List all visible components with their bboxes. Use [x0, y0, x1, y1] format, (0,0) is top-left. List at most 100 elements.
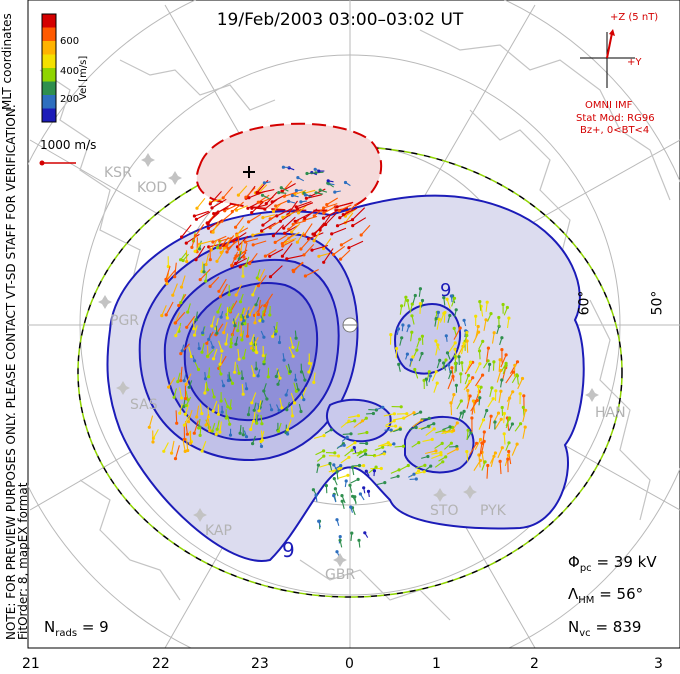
velocity-vector	[228, 428, 233, 437]
velocity-vector	[186, 409, 193, 424]
velocity-vector	[485, 346, 490, 362]
velocity-vector	[431, 370, 438, 382]
velocity-vector	[185, 421, 189, 436]
velocity-vector	[164, 301, 174, 317]
velocity-vector	[460, 341, 466, 355]
velocity-vector	[208, 276, 220, 288]
velocity-vector	[489, 451, 497, 464]
velocity-vector	[295, 231, 305, 244]
velocity-vector	[182, 439, 187, 453]
velocity-vector	[500, 405, 504, 416]
velocity-vector	[447, 363, 451, 371]
velocity-vector	[216, 303, 222, 314]
station-label: PYK	[480, 503, 506, 519]
velocity-vector	[260, 222, 276, 233]
velocity-vector	[483, 318, 488, 331]
velocity-vector	[290, 405, 295, 418]
velocity-vector	[409, 358, 413, 367]
velocity-vector	[508, 422, 514, 431]
velocity-vector	[431, 451, 443, 455]
velocity-vector	[281, 165, 290, 169]
velocity-vector	[260, 414, 264, 426]
velocity-vector	[393, 427, 402, 433]
velocity-vector	[269, 403, 274, 412]
velocity-vector	[273, 234, 288, 244]
velocity-vector	[451, 296, 457, 307]
velocity-vector	[416, 337, 422, 348]
velocity-vector	[498, 459, 502, 475]
velocity-vector	[207, 367, 211, 379]
velocity-vector	[489, 386, 494, 398]
velocity-vector	[268, 248, 284, 258]
velocity-vector	[488, 362, 492, 372]
velocity-vector	[199, 403, 204, 416]
velocity-vector	[238, 425, 242, 435]
velocity-vector	[464, 373, 471, 385]
velocity-vector	[254, 296, 260, 307]
colorbar-segment	[42, 95, 56, 109]
velocity-vector	[328, 454, 341, 458]
velocity-vector	[208, 245, 212, 262]
velocity-vector	[418, 287, 422, 297]
velocity-vector	[491, 331, 496, 344]
mlt-tick-label: 23	[251, 656, 269, 672]
velocity-vector	[253, 311, 257, 325]
colorbar-segment	[42, 54, 56, 69]
radar-site-marker	[141, 153, 155, 167]
station-label: GBR	[325, 567, 356, 583]
lambda-hm-stat: ΛHM = 56°	[568, 585, 644, 606]
mlt-tick-label: 2	[530, 656, 539, 672]
velocity-vector	[307, 362, 313, 374]
velocity-vector	[205, 381, 210, 392]
velocity-vector	[301, 392, 306, 402]
velocity-vector	[454, 308, 458, 318]
velocity-vector	[349, 505, 354, 513]
velocity-vector	[205, 348, 215, 358]
latitude-label-50: 50°	[649, 290, 666, 316]
velocity-vector	[302, 223, 313, 237]
velocity-vector	[494, 417, 503, 430]
velocity-vector	[151, 430, 155, 444]
velocity-vector	[182, 374, 187, 383]
velocity-vector	[450, 366, 455, 382]
velocity-vector	[498, 389, 503, 403]
velocity-vector	[501, 302, 505, 314]
velocity-vector	[211, 400, 218, 413]
velocity-vector	[335, 219, 352, 228]
velocity-vector	[228, 399, 232, 410]
velocity-vector	[312, 372, 316, 384]
velocity-vector	[350, 531, 354, 541]
velocity-vector	[287, 199, 296, 204]
velocity-vector	[289, 336, 295, 349]
velocity-vector	[322, 248, 334, 264]
velocity-vector	[216, 239, 222, 250]
velocity-vector	[205, 331, 214, 345]
mlt-tick-label: 1	[432, 656, 441, 672]
velocity-vector	[277, 191, 287, 195]
velocity-vector	[187, 380, 193, 389]
colorbar-segment	[42, 108, 56, 123]
velocity-vector	[374, 452, 386, 458]
velocity-vector	[321, 209, 339, 220]
velocity-vector	[254, 361, 258, 371]
velocity-vector	[195, 197, 206, 210]
velocity-vector	[192, 325, 198, 337]
velocity-vector	[305, 171, 315, 176]
velocity-vector	[231, 232, 247, 243]
velocity-vector	[241, 265, 245, 278]
velocity-vector	[293, 382, 298, 393]
velocity-vector	[343, 180, 351, 187]
velocity-vector	[478, 300, 482, 311]
velocity-vector	[241, 427, 245, 437]
velocity-vector	[414, 470, 426, 475]
velocity-vector	[449, 294, 453, 303]
velocity-vector	[266, 367, 270, 379]
velocity-vector	[299, 363, 304, 374]
velocity-vector	[237, 348, 241, 361]
velocity-vector	[330, 227, 347, 236]
magnetic-pole-marker	[342, 317, 358, 333]
velocity-vector	[405, 352, 409, 360]
velocity-vector	[240, 330, 245, 342]
velocity-vector	[237, 250, 242, 261]
